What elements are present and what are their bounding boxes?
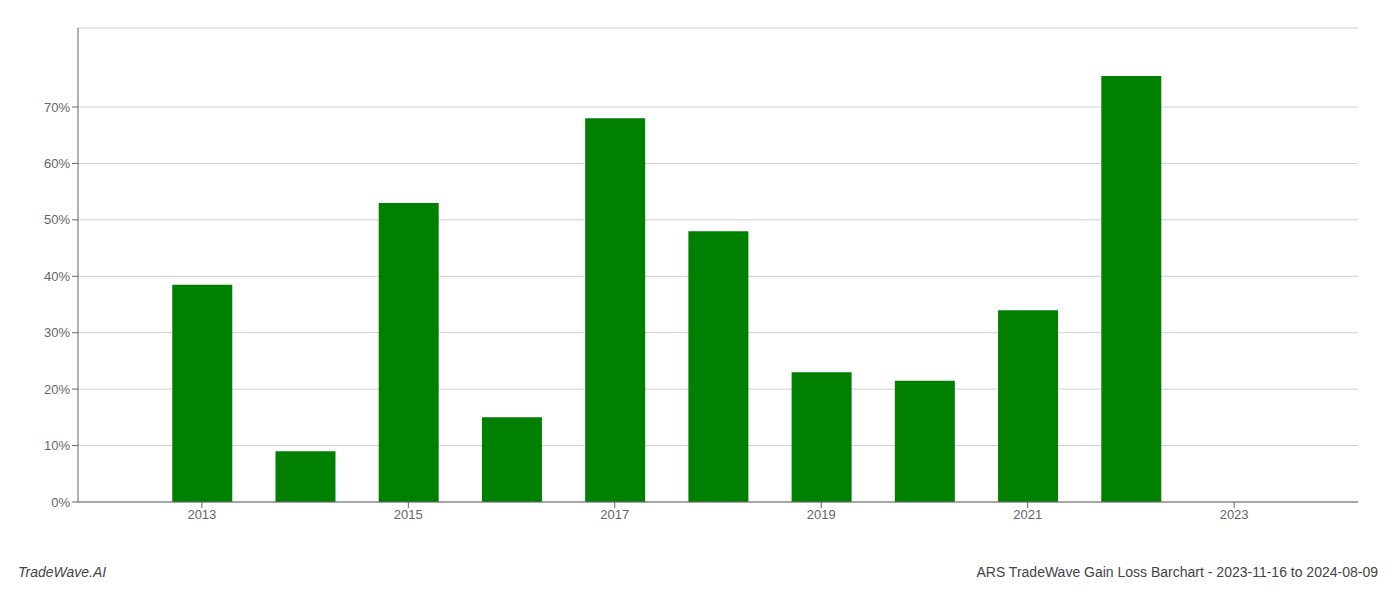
svg-text:2023: 2023	[1220, 507, 1249, 522]
svg-text:20%: 20%	[44, 382, 70, 397]
svg-text:10%: 10%	[44, 438, 70, 453]
svg-text:2013: 2013	[187, 507, 216, 522]
svg-text:50%: 50%	[44, 212, 70, 227]
svg-text:30%: 30%	[44, 325, 70, 340]
svg-text:2015: 2015	[394, 507, 423, 522]
svg-text:2021: 2021	[1013, 507, 1042, 522]
svg-text:40%: 40%	[44, 269, 70, 284]
html-text:ARS TradeWave Gain Loss Barcha: ARS TradeWave Gain Loss Barchart - 2023-…	[976, 564, 1378, 580]
svg-text:70%: 70%	[44, 100, 70, 115]
html-text:TradeWave.AI: TradeWave.AI	[18, 564, 107, 580]
svg-text:60%: 60%	[44, 156, 70, 171]
svg-text:2017: 2017	[600, 507, 629, 522]
svg-text:0%: 0%	[51, 495, 70, 510]
svg-text:2019: 2019	[807, 507, 836, 522]
